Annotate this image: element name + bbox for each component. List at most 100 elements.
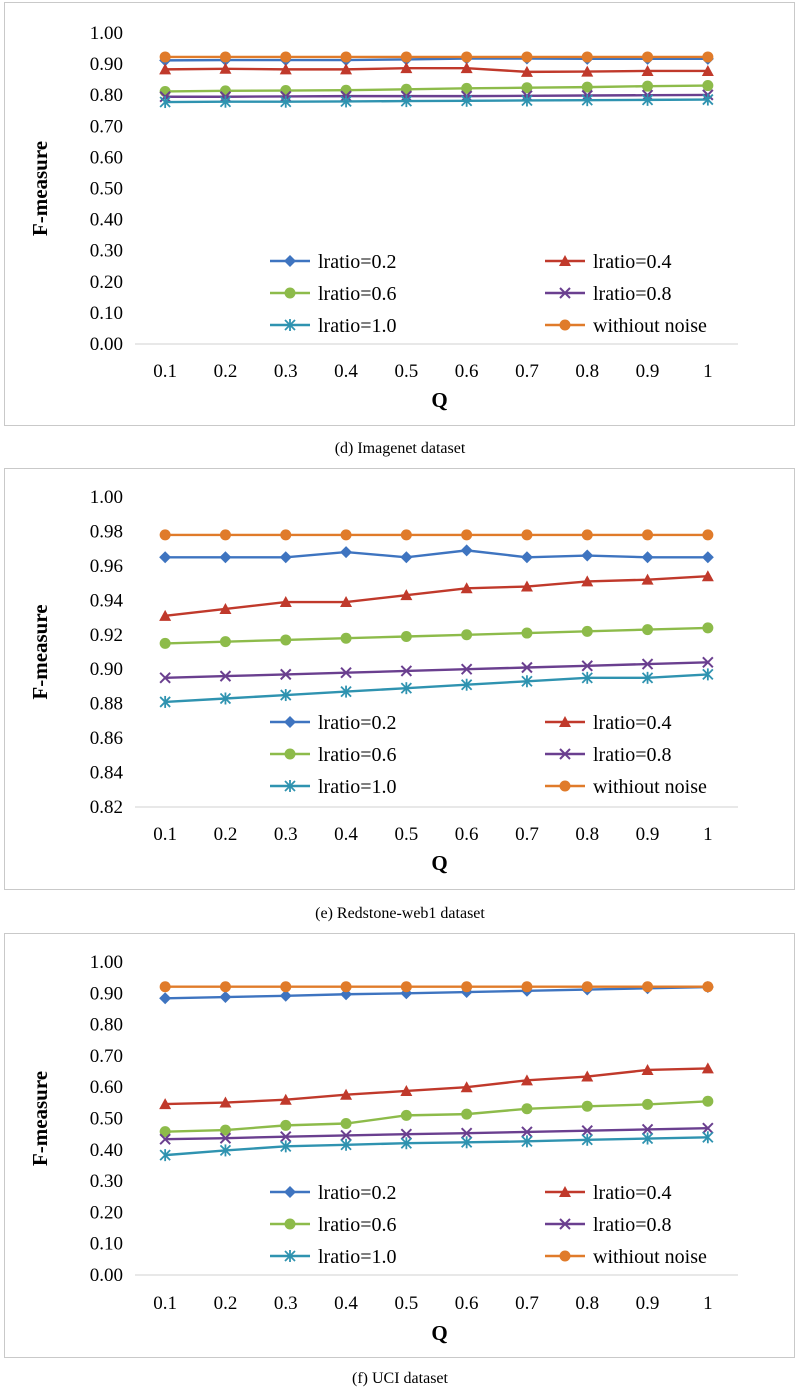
- x-axis-title: Q: [431, 1321, 447, 1345]
- legend-marker: [559, 716, 571, 727]
- series-line: [165, 549, 708, 559]
- x-tick-label: 0.1: [153, 824, 177, 845]
- legend-item: withiout noise: [545, 1246, 707, 1268]
- legend-item: lratio=0.4: [545, 251, 672, 273]
- legend-marker: [559, 1186, 571, 1197]
- y-tick-label: 0.96: [90, 556, 123, 577]
- legend-label: lratio=1.0: [318, 776, 397, 798]
- data-point: [460, 663, 473, 675]
- data-point: [581, 575, 594, 587]
- legend-label: withiout noise: [593, 315, 707, 337]
- y-tick-label: 0.50: [90, 179, 123, 200]
- data-point: [400, 589, 413, 601]
- legend-marker: [284, 716, 296, 728]
- data-point: [520, 1074, 533, 1086]
- x-tick-label: 1: [703, 1293, 713, 1314]
- y-tick-label: 0.10: [90, 1234, 123, 1255]
- data-point: [461, 82, 473, 94]
- legend-marker: [284, 287, 296, 299]
- legend-item: lratio=0.2: [270, 1182, 397, 1204]
- data-point: [581, 1100, 593, 1112]
- series-lratio-0-2: [159, 52, 714, 67]
- y-tick-label: 0.94: [90, 590, 124, 611]
- caption-uci: (f) UCI dataset: [352, 1370, 448, 1387]
- x-tick-label: 0.8: [575, 824, 599, 845]
- data-point: [521, 1103, 533, 1115]
- data-point: [581, 81, 593, 93]
- x-tick-label: 0.3: [274, 361, 298, 382]
- data-point: [219, 95, 232, 108]
- series-line: [165, 575, 708, 618]
- legend-label: lratio=1.0: [318, 315, 397, 337]
- data-point: [460, 62, 473, 74]
- legend-item: lratio=0.2: [270, 712, 397, 734]
- data-point: [279, 596, 292, 608]
- legend-marker: [559, 748, 571, 760]
- series-lratio-0-4: [159, 62, 714, 77]
- data-point: [520, 580, 533, 592]
- data-point: [159, 672, 171, 684]
- x-tick-label: 0.6: [455, 361, 479, 382]
- data-point: [461, 1108, 473, 1120]
- x-axis-title: Q: [431, 851, 447, 875]
- data-point: [461, 678, 473, 691]
- legend-item: lratio=0.8: [545, 283, 672, 305]
- data-point: [702, 656, 714, 669]
- data-point: [520, 551, 533, 564]
- x-tick-label: 0.3: [274, 824, 298, 845]
- legend-label: lratio=0.8: [593, 283, 672, 305]
- series-lratio-1-0: [159, 93, 714, 109]
- data-point: [460, 582, 473, 594]
- y-tick-label: 0.40: [90, 210, 123, 231]
- legend-marker: [559, 255, 571, 266]
- x-tick-label: 0.4: [334, 824, 358, 845]
- data-point: [641, 1123, 654, 1136]
- data-point: [400, 682, 412, 695]
- data-point: [461, 94, 473, 107]
- data-point: [641, 551, 654, 564]
- data-point: [400, 1109, 412, 1121]
- series-line: [165, 661, 708, 680]
- x-axis-title: Q: [431, 388, 447, 412]
- data-point: [642, 80, 654, 92]
- data-point: [159, 529, 171, 541]
- y-tick-label: 0.30: [90, 1171, 123, 1192]
- data-point: [159, 609, 172, 621]
- data-point: [159, 981, 171, 993]
- y-tick-label: 0.80: [90, 85, 123, 106]
- data-point: [702, 80, 714, 92]
- legend-item: lratio=1.0: [270, 776, 397, 798]
- data-point: [279, 989, 292, 1002]
- x-tick-label: 0.7: [515, 824, 539, 845]
- data-point: [340, 95, 352, 108]
- legend-marker: [559, 319, 571, 331]
- x-tick-label: 1: [703, 361, 713, 382]
- data-point: [219, 1144, 232, 1157]
- y-tick-label: 0.10: [90, 303, 123, 324]
- data-point: [340, 1129, 352, 1142]
- legend-item: lratio=1.0: [270, 1246, 397, 1268]
- y-tick-label: 0.92: [90, 625, 123, 646]
- x-tick-label: 0.6: [455, 1293, 479, 1314]
- data-point: [159, 63, 172, 75]
- data-point: [641, 658, 654, 670]
- series-lratio-0-2: [159, 544, 714, 564]
- y-tick-label: 0.80: [90, 1015, 123, 1036]
- data-point: [521, 529, 533, 541]
- data-point: [641, 93, 654, 106]
- data-point: [581, 1070, 594, 1082]
- data-point: [642, 624, 654, 636]
- data-point: [340, 1088, 353, 1100]
- data-point: [219, 85, 231, 97]
- data-point: [279, 63, 292, 75]
- data-point: [400, 95, 412, 108]
- data-point: [702, 93, 714, 106]
- series-line: [165, 98, 708, 104]
- series-lratio-0-8: [159, 656, 714, 684]
- data-point: [280, 668, 292, 681]
- y-tick-label: 0.00: [90, 334, 123, 355]
- data-point: [280, 529, 292, 541]
- data-point: [581, 660, 593, 672]
- data-point: [159, 1126, 171, 1138]
- data-point: [219, 670, 232, 682]
